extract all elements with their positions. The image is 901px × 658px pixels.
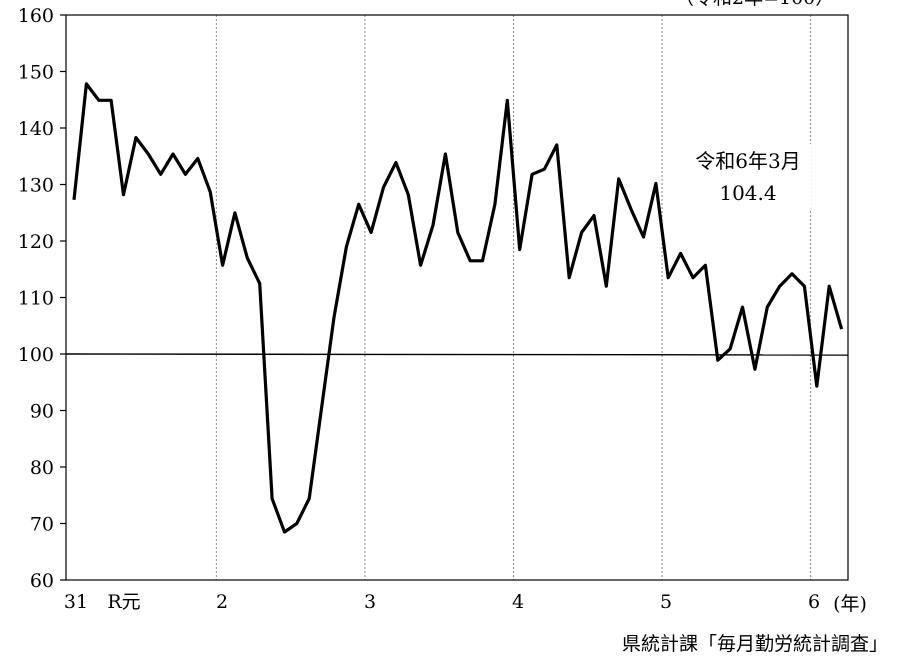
y-tick-label: 140 <box>18 118 54 140</box>
series-line <box>72 82 844 534</box>
corner-note: （令和2年=100） <box>675 0 834 9</box>
y-tick-label: 100 <box>18 344 54 366</box>
y-tick-label: 110 <box>18 288 54 310</box>
annotation-date: 令和6年3月 <box>695 149 800 173</box>
x-tick-label: R元 <box>107 591 140 613</box>
x-tick-label: 6 <box>808 591 820 613</box>
year-gridlines <box>215 15 812 580</box>
x-tick-label: 2 <box>216 591 228 613</box>
y-tick-label: 90 <box>30 401 54 423</box>
y-tick-label: 160 <box>18 5 54 27</box>
y-tick-label: 150 <box>18 62 54 84</box>
x-axis: 31 R元 2 3 4 5 6 <box>64 591 820 613</box>
y-tick-label: 120 <box>18 231 54 253</box>
y-tick-label: 70 <box>30 514 54 536</box>
x-unit-label: (年) <box>833 593 867 615</box>
x-tick-label: 5 <box>660 591 672 613</box>
annotation-value: 104.4 <box>719 181 776 205</box>
y-tick-label: 80 <box>30 457 54 479</box>
x-tick-label: 31 <box>64 591 88 613</box>
plot-frame <box>65 14 849 581</box>
x-tick-label: 3 <box>364 591 376 613</box>
annotation-backdrop <box>685 144 811 210</box>
reference-line-100 <box>65 353 849 356</box>
y-tick-label: 60 <box>30 570 54 592</box>
source-note: 県統計課「毎月勤労統計調査」 <box>622 633 888 655</box>
y-tick-label: 130 <box>18 175 54 197</box>
x-tick-label: 4 <box>512 591 524 613</box>
y-axis: 60 70 80 90 100 110 120 130 140 150 160 <box>18 5 66 592</box>
